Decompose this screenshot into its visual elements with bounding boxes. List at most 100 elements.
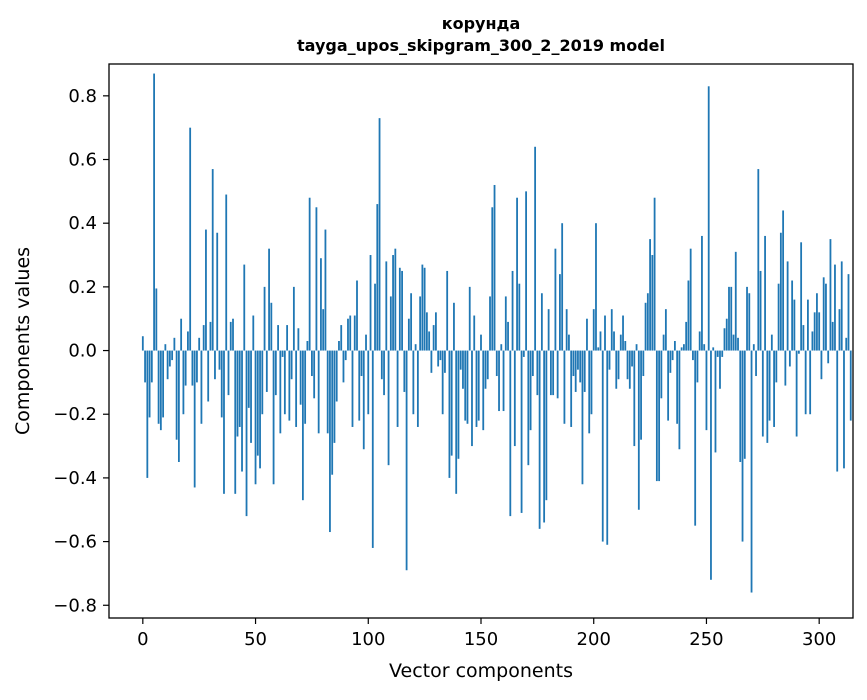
bar [649, 239, 651, 351]
y-tick-label: −0.2 [53, 404, 97, 425]
bar [595, 223, 597, 351]
bar [583, 350, 586, 392]
bar [813, 312, 816, 351]
bar [784, 350, 787, 386]
bar [795, 350, 798, 437]
bar [376, 204, 379, 351]
bar [182, 350, 185, 415]
bar [468, 286, 471, 351]
bar [227, 350, 230, 396]
bar [198, 337, 201, 351]
bar [766, 350, 769, 443]
bar [816, 293, 818, 351]
bar [396, 350, 399, 427]
bar [606, 350, 609, 545]
x-tick-label: 150 [464, 629, 498, 650]
bar [353, 315, 356, 351]
bar [822, 277, 825, 351]
y-tick-label: 0.4 [68, 213, 97, 234]
bar [610, 309, 613, 351]
bar [696, 350, 699, 383]
bar [247, 350, 250, 408]
bar [464, 350, 467, 421]
bar [473, 315, 476, 351]
bar [732, 334, 735, 351]
bar [338, 341, 340, 351]
bar [834, 264, 836, 351]
y-tick-label: −0.8 [53, 595, 97, 616]
bar [543, 350, 546, 523]
bar [211, 169, 214, 351]
y-tick-label: 0.8 [68, 86, 97, 107]
bar [764, 235, 766, 351]
bar [574, 350, 577, 392]
bar [669, 350, 672, 373]
bar [441, 350, 444, 415]
bar [723, 328, 726, 351]
bar [809, 350, 812, 415]
bar [367, 350, 370, 415]
bar [414, 344, 417, 351]
bar [315, 207, 318, 351]
bar [410, 293, 413, 351]
bar [698, 331, 701, 351]
bar [157, 350, 160, 424]
bar [685, 321, 688, 351]
bar [628, 350, 631, 389]
bar [554, 248, 557, 351]
bar [304, 350, 307, 424]
bar [453, 302, 455, 351]
bar [788, 350, 791, 367]
bar [489, 296, 491, 351]
bar [457, 350, 460, 459]
bar [759, 270, 762, 351]
bar [752, 344, 755, 351]
bar [622, 315, 624, 351]
bar [811, 331, 814, 351]
y-axis-label: Components values [12, 247, 34, 435]
bar [561, 223, 564, 351]
bar [797, 350, 800, 354]
bar [624, 341, 627, 351]
bar [486, 350, 489, 380]
bar [773, 350, 775, 427]
bar [568, 334, 570, 351]
bar [518, 283, 521, 351]
bar [329, 350, 331, 533]
bar [175, 350, 178, 440]
bar [462, 350, 464, 389]
bar [820, 350, 823, 380]
bar [644, 302, 647, 351]
bar [525, 191, 527, 351]
x-tick-label: 0 [137, 629, 148, 650]
bar [223, 350, 225, 494]
bar [365, 334, 367, 351]
bar [270, 302, 273, 351]
bar [637, 350, 640, 510]
bar [534, 146, 537, 351]
x-tick-label: 250 [689, 629, 723, 650]
bar [692, 350, 694, 361]
bar [166, 350, 169, 380]
y-tick-label: 0.6 [68, 150, 97, 171]
bar [836, 350, 839, 472]
bar [455, 350, 458, 494]
bar [207, 350, 210, 402]
bar [259, 350, 261, 469]
bar [746, 286, 748, 351]
bar [220, 350, 223, 418]
bar [164, 344, 167, 351]
bar [407, 318, 410, 351]
bar [590, 350, 593, 415]
bar [592, 309, 595, 351]
bar [599, 331, 602, 351]
bar [608, 350, 611, 370]
bar [502, 350, 505, 412]
bar [419, 296, 422, 351]
bar [358, 350, 361, 421]
bar [189, 127, 192, 351]
bar [689, 248, 692, 351]
bar [572, 350, 575, 377]
bar [511, 270, 514, 351]
bar [613, 331, 615, 351]
